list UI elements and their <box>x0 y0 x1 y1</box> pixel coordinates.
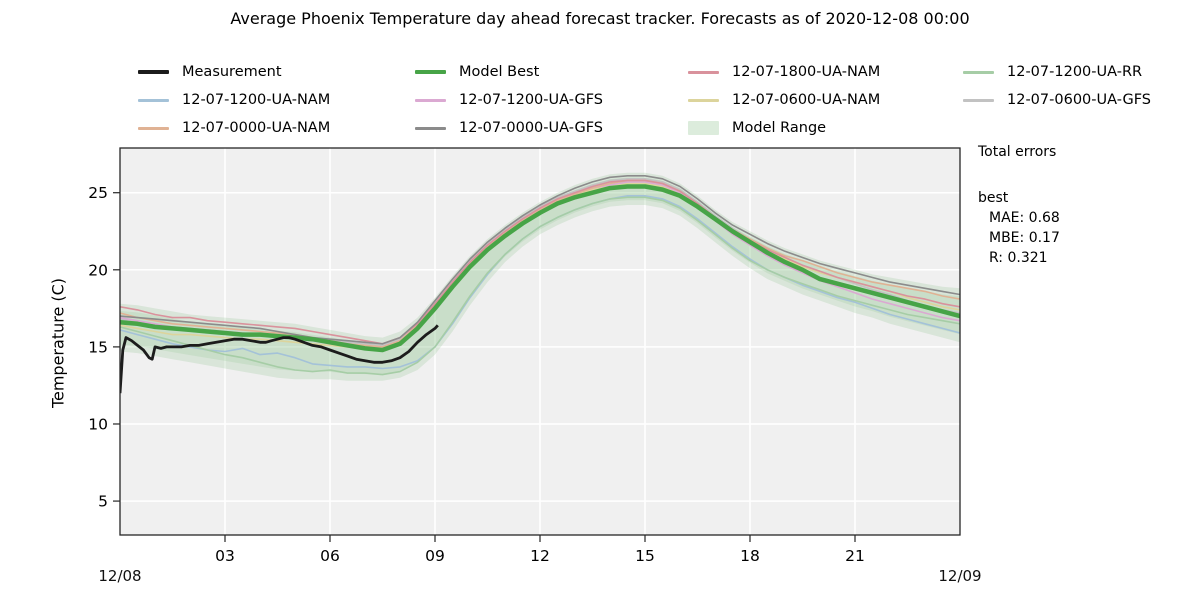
x-axis-date-left: 12/08 <box>98 567 142 585</box>
legend-item-12-07-1200-ua-gfs: 12-07-1200-UA-GFS <box>415 86 688 114</box>
series-line-12-07-0000-UA-NAM <box>120 179 960 348</box>
errors-group-name: best <box>978 190 1009 206</box>
legend-swatch <box>415 126 446 130</box>
error-r: R: 0.321 <box>989 250 1048 266</box>
y-tick-label: 25 <box>88 184 108 202</box>
x-tick-label: 21 <box>845 547 865 565</box>
legend-item-model-range: Model Range <box>688 114 963 142</box>
model-range-band-inner <box>120 177 960 375</box>
legend-swatch <box>138 126 169 130</box>
legend-label: 12-07-1200-UA-RR <box>1007 64 1143 80</box>
legend-label: Model Range <box>732 120 827 136</box>
series-line-measurement <box>120 324 439 394</box>
legend-label: 12-07-0000-UA-NAM <box>182 120 331 136</box>
legend-item-12-07-0600-ua-nam: 12-07-0600-UA-NAM <box>688 86 963 114</box>
series-line-Model Best <box>120 184 960 353</box>
legend-swatch <box>688 70 719 74</box>
legend-item-12-07-0000-ua-gfs: 12-07-0000-UA-GFS <box>415 114 688 142</box>
y-tick-label: 15 <box>88 338 108 356</box>
x-tick-label: 09 <box>425 547 445 565</box>
legend-label: 12-07-0600-UA-GFS <box>1007 92 1152 108</box>
legend-swatch <box>688 121 719 135</box>
legend-label: 12-07-1200-UA-GFS <box>459 92 604 108</box>
legend-label: Measurement <box>182 64 282 80</box>
legend-swatch <box>138 98 169 102</box>
legend-item-measurement: Measurement <box>138 58 415 86</box>
legend-swatch <box>963 70 994 74</box>
legend-label: 12-07-1200-UA-NAM <box>182 92 331 108</box>
x-tick-label: 15 <box>635 547 655 565</box>
legend-item-12-07-0600-ua-gfs: 12-07-0600-UA-GFS <box>963 86 1151 114</box>
legend-label: 12-07-0600-UA-NAM <box>732 92 881 108</box>
y-tick-label: 20 <box>88 261 108 279</box>
error-mbe: MBE: 0.17 <box>989 230 1060 246</box>
legend-swatch <box>963 98 994 102</box>
x-tick-label: 18 <box>740 547 760 565</box>
error-mae: MAE: 0.68 <box>989 210 1060 226</box>
legend-item-model-best: Model Best <box>415 58 688 86</box>
series-line-12-07-1800-UA-NAM <box>120 179 960 345</box>
y-tick-label: 10 <box>88 415 108 433</box>
errors-panel-title: Total errors <box>978 144 1057 160</box>
series-line-12-07-0000-UA-GFS <box>120 175 960 345</box>
legend-item-12-07-1200-ua-nam: 12-07-1200-UA-NAM <box>138 86 415 114</box>
series-line-12-07-1200-UA-RR <box>120 196 960 376</box>
legend-swatch <box>415 98 446 102</box>
legend-item-12-07-1800-ua-nam: 12-07-1800-UA-NAM <box>688 58 963 86</box>
legend-swatch <box>415 69 446 75</box>
legend-swatch <box>688 98 719 102</box>
legend-label: Model Best <box>459 64 540 80</box>
chart-legend: Measurement 12-07-1200-UA-NAM 12-07-0000-U… <box>138 58 1151 142</box>
x-tick-label: 06 <box>320 547 340 565</box>
legend-label: 12-07-0000-UA-GFS <box>459 120 604 136</box>
x-axis-date-right: 12/09 <box>938 567 982 585</box>
legend-item-12-07-1200-ua-rr: 12-07-1200-UA-RR <box>963 58 1151 86</box>
chart-title: Average Phoenix Temperature day ahead fo… <box>230 9 970 28</box>
legend-item-12-07-0000-ua-nam: 12-07-0000-UA-NAM <box>138 114 415 142</box>
x-tick-label: 12 <box>530 547 550 565</box>
errors-panel: Total errors best MAE: 0.68 MBE: 0.17 R:… <box>978 142 1060 268</box>
legend-swatch <box>138 69 169 75</box>
y-tick-label: 5 <box>98 493 108 511</box>
legend-label: 12-07-1800-UA-NAM <box>732 64 881 80</box>
x-tick-label: 03 <box>215 547 235 565</box>
